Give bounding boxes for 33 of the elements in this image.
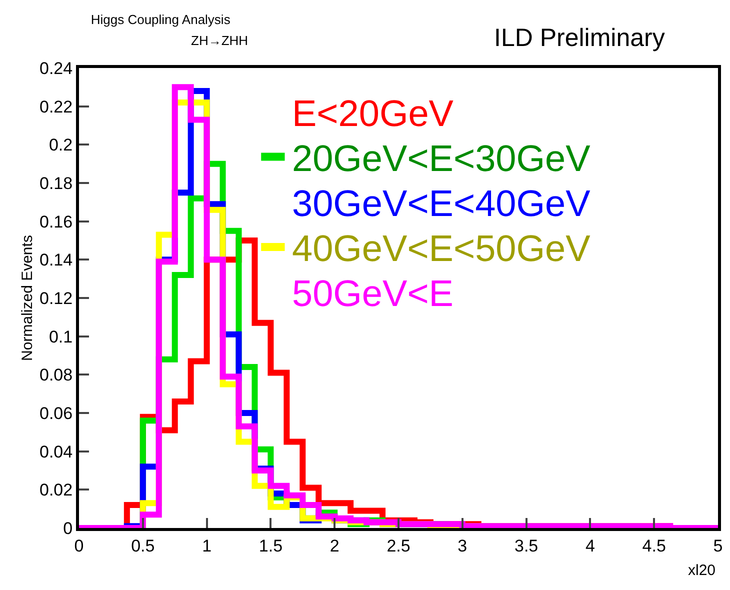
- x-tick-label: 2: [330, 536, 340, 556]
- legend-label: 40GeV<E<50GeV: [292, 228, 591, 269]
- y-axis-title: Normalized Events: [18, 235, 36, 361]
- series-label: 30GeV<E<40GeV: [292, 183, 591, 224]
- x-tick-label: 3.5: [514, 536, 538, 556]
- chart-subtitle: ZH→ZHH: [191, 33, 248, 48]
- y-tick-label: 0.12: [40, 288, 73, 308]
- x-tick-label: 0.5: [131, 536, 155, 556]
- y-tick-label: 0.06: [40, 404, 73, 423]
- x-tick-label: 2.5: [386, 536, 410, 556]
- y-tick-label: 0.02: [40, 480, 73, 500]
- text: E<20GeV: [292, 93, 454, 134]
- x-tick-label: 5: [713, 536, 723, 556]
- y-tick-label: 0.16: [40, 212, 73, 232]
- x-tick-label: 1: [202, 536, 212, 556]
- y-tick-label: 0.14: [40, 250, 73, 270]
- y-tick-label: 0.2: [48, 136, 73, 155]
- y-tick-label: 0.1: [48, 327, 73, 346]
- y-tick-label: 0.04: [40, 442, 73, 462]
- x-tick-label: 4: [585, 536, 595, 556]
- chart-title: Higgs Coupling Analysis: [90, 12, 231, 27]
- x-tick-label: 4.5: [642, 536, 666, 556]
- series-label: 50GeV<E: [292, 273, 454, 314]
- y-tick-label: 0.24: [40, 58, 73, 78]
- y-tick-label: 0.18: [40, 174, 73, 193]
- y-tick-label: 0.22: [40, 97, 73, 116]
- x-tick-label: 3: [458, 536, 468, 556]
- y-tick-label: 0: [63, 518, 73, 538]
- legend-label: 20GeV<E<30GeV: [292, 138, 591, 179]
- x-axis-title: xl20: [688, 562, 716, 579]
- x-tick-label: 1.5: [258, 536, 283, 556]
- text: ILD Preliminary: [494, 24, 666, 52]
- y-tick-label: 0.08: [40, 366, 73, 385]
